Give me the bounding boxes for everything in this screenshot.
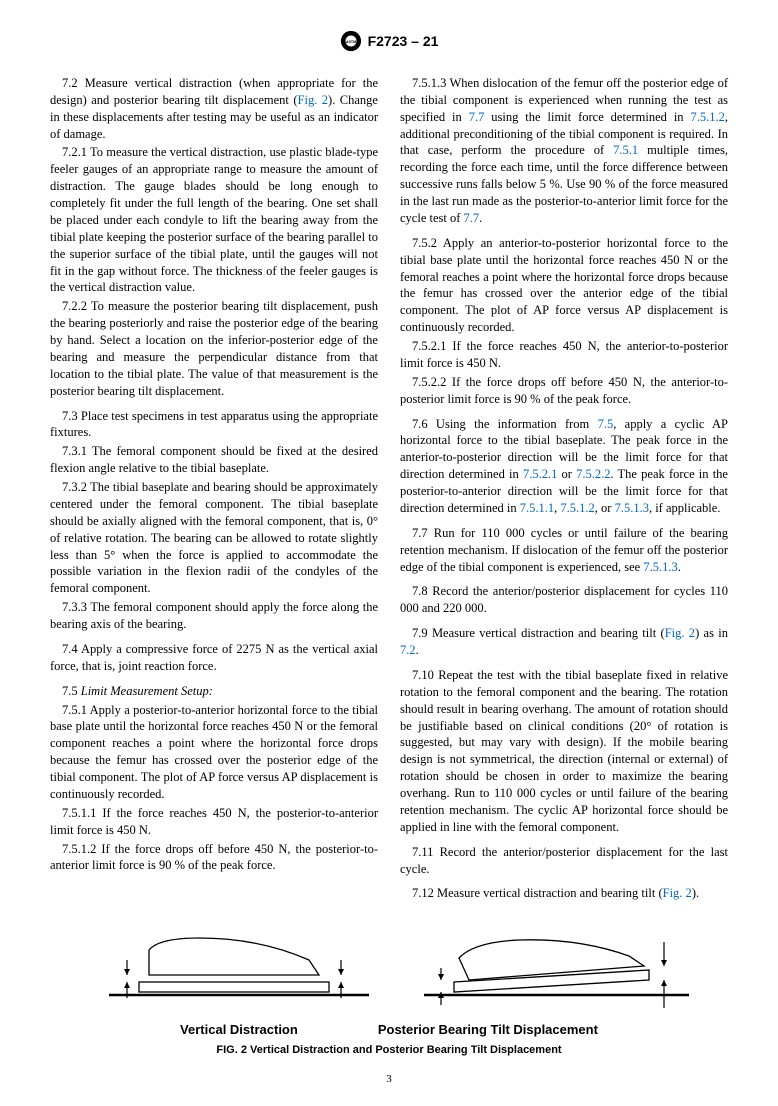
para-7-2-2: 7.2.2 To measure the posterior bearing t… [50, 298, 378, 399]
ref-link[interactable]: 7.5.2.1 [523, 467, 557, 481]
para-7-5-1: 7.5.1 Apply a posterior-to-anterior hori… [50, 702, 378, 803]
para-7-11: 7.11 Record the anterior/posterior displ… [400, 844, 728, 878]
para-7-5: 7.5 Limit Measurement Setup: [50, 683, 378, 700]
ref-link[interactable]: 7.5.1.1 [520, 501, 554, 515]
fig-label-right: Posterior Bearing Tilt Displacement [378, 1021, 598, 1039]
para-7-3-2: 7.3.2 The tibial baseplate and bearing s… [50, 479, 378, 597]
fig-label-left: Vertical Distraction [180, 1021, 298, 1039]
ref-link[interactable]: 7.5.1.3 [615, 501, 649, 515]
para-7-6: 7.6 Using the information from 7.5, appl… [400, 416, 728, 517]
para-7-2-1: 7.2.1 To measure the vertical distractio… [50, 144, 378, 296]
document-page: ASTM F2723 – 21 7.2 Measure vertical dis… [0, 0, 778, 1106]
page-header: ASTM F2723 – 21 [50, 30, 728, 57]
para-7-5-2-2: 7.5.2.2 If the force drops off before 45… [400, 374, 728, 408]
para-7-5-1-3: 7.5.1.3 When dislocation of the femur of… [400, 75, 728, 227]
fig2-link[interactable]: Fig. 2 [298, 93, 329, 107]
figure-caption: FIG. 2 Vertical Distraction and Posterio… [50, 1043, 728, 1058]
para-7-7: 7.7 Run for 110 000 cycles or until fail… [400, 525, 728, 576]
para-7-5-2: 7.5.2 Apply an anterior-to-posterior hor… [400, 235, 728, 336]
ref-link[interactable]: 7.5.1.2 [560, 501, 594, 515]
ref-link[interactable]: 7.5 [598, 417, 614, 431]
para-7-5-1-2: 7.5.1.2 If the force drops off before 45… [50, 841, 378, 875]
figure-2-diagram [79, 920, 699, 1010]
figure-labels: Vertical Distraction Posterior Bearing T… [50, 1021, 728, 1039]
ref-link[interactable]: 7.5.2.2 [576, 467, 610, 481]
para-7-10: 7.10 Repeat the test with the tibial bas… [400, 667, 728, 836]
ref-link[interactable]: 7.5.1.2 [691, 110, 725, 124]
para-7-12: 7.12 Measure vertical distraction and be… [400, 885, 728, 902]
page-number: 3 [50, 1072, 728, 1087]
svg-text:ASTM: ASTM [345, 40, 355, 44]
para-7-9: 7.9 Measure vertical distraction and bea… [400, 625, 728, 659]
astm-logo-icon: ASTM [340, 30, 362, 52]
para-7-2: 7.2 Measure vertical distraction (when a… [50, 75, 378, 143]
standard-designation: F2723 – 21 [368, 32, 439, 51]
body-columns: 7.2 Measure vertical distraction (when a… [50, 75, 728, 902]
figure-2: Vertical Distraction Posterior Bearing T… [50, 920, 728, 1057]
ref-link[interactable]: 7.5.1 [613, 143, 638, 157]
para-7-4: 7.4 Apply a compressive force of 2275 N … [50, 641, 378, 675]
ref-link[interactable]: 7.5.1.3 [643, 560, 677, 574]
para-7-3: 7.3 Place test specimens in test apparat… [50, 408, 378, 442]
ref-link[interactable]: 7.7 [469, 110, 485, 124]
ref-link[interactable]: 7.2 [400, 643, 416, 657]
para-7-5-2-1: 7.5.2.1 If the force reaches 450 N, the … [400, 338, 728, 372]
para-7-5-1-1: 7.5.1.1 If the force reaches 450 N, the … [50, 805, 378, 839]
ref-link[interactable]: 7.7 [464, 211, 480, 225]
ref-link[interactable]: Fig. 2 [663, 886, 692, 900]
para-7-3-3: 7.3.3 The femoral component should apply… [50, 599, 378, 633]
ref-link[interactable]: Fig. 2 [665, 626, 695, 640]
para-7-8: 7.8 Record the anterior/posterior displa… [400, 583, 728, 617]
para-7-3-1: 7.3.1 The femoral component should be fi… [50, 443, 378, 477]
